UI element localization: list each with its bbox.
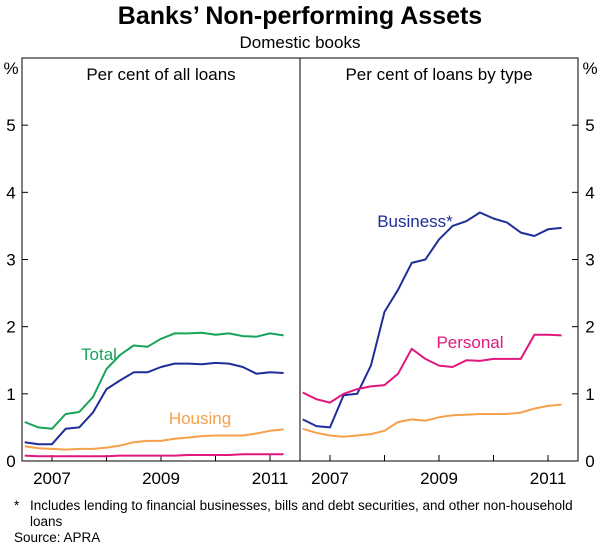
- x-tick-label: 2009: [420, 469, 458, 488]
- y-axis-unit-right: %: [582, 59, 597, 78]
- series-line: [24, 428, 284, 451]
- series-label: Personal: [436, 333, 503, 352]
- series-label: Housing: [169, 409, 231, 428]
- series-label: Business*: [377, 212, 453, 231]
- footnote: * Includes lending to financial businesse…: [14, 498, 590, 530]
- series-line: [24, 331, 284, 430]
- y-tick-label-right: 2: [585, 318, 594, 337]
- source-note: Source: APRA: [14, 530, 101, 545]
- series-line: [24, 453, 284, 458]
- series-line: [302, 403, 562, 438]
- y-tick-label-right: 4: [585, 183, 594, 202]
- x-tick-label: 2011: [252, 469, 289, 488]
- chart-title: Banks’ Non-performing Assets: [117, 2, 483, 30]
- y-tick-label-right: 1: [585, 385, 594, 404]
- y-axis-unit-left: %: [3, 59, 18, 78]
- y-tick-label-right: 0: [585, 452, 594, 471]
- x-tick-label: 2009: [142, 469, 180, 488]
- y-tick-label-left: 0: [6, 452, 15, 471]
- chart-subtitle: Domestic books: [239, 33, 361, 52]
- y-tick-label-left: 2: [6, 318, 15, 337]
- y-tick-label-left: 5: [6, 116, 15, 135]
- panel-title: Per cent of loans by type: [345, 65, 532, 84]
- series-line: [302, 211, 562, 429]
- y-tick-label-right: 5: [585, 116, 594, 135]
- y-tick-label-left: 4: [6, 183, 15, 202]
- y-tick-label-right: 3: [585, 251, 594, 270]
- y-tick-label-left: 3: [6, 251, 15, 270]
- y-tick-label-left: 1: [6, 385, 15, 404]
- series-line: [24, 361, 284, 446]
- series-label: Total: [81, 345, 117, 364]
- footnote-marker: *: [14, 498, 20, 513]
- x-tick-label: 2007: [33, 469, 71, 488]
- x-tick-label: 2007: [311, 469, 349, 488]
- footnote-text: Includes lending to financial businesses…: [30, 498, 573, 529]
- series-line: [302, 333, 562, 404]
- panel-title: Per cent of all loans: [86, 65, 235, 84]
- x-tick-label: 2011: [530, 469, 567, 488]
